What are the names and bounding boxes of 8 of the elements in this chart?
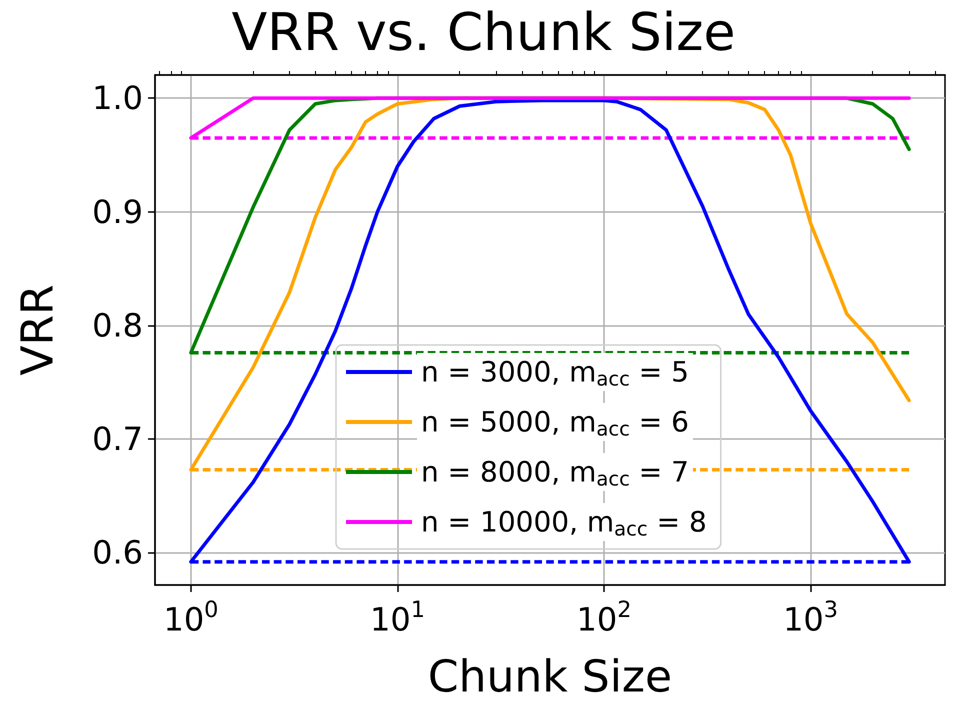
y-tick-label: 0.7 xyxy=(92,420,143,458)
x-axis-title: Chunk Size xyxy=(428,652,672,702)
y-tick-label: 0.6 xyxy=(92,534,143,572)
y-tick-label: 0.9 xyxy=(92,192,143,231)
y-tick-label: 0.8 xyxy=(92,306,143,344)
y-tick-label: 1.0 xyxy=(92,79,143,118)
y-axis-title: VRR xyxy=(12,284,64,376)
chart-title: VRR vs. Chunk Size xyxy=(232,3,736,63)
